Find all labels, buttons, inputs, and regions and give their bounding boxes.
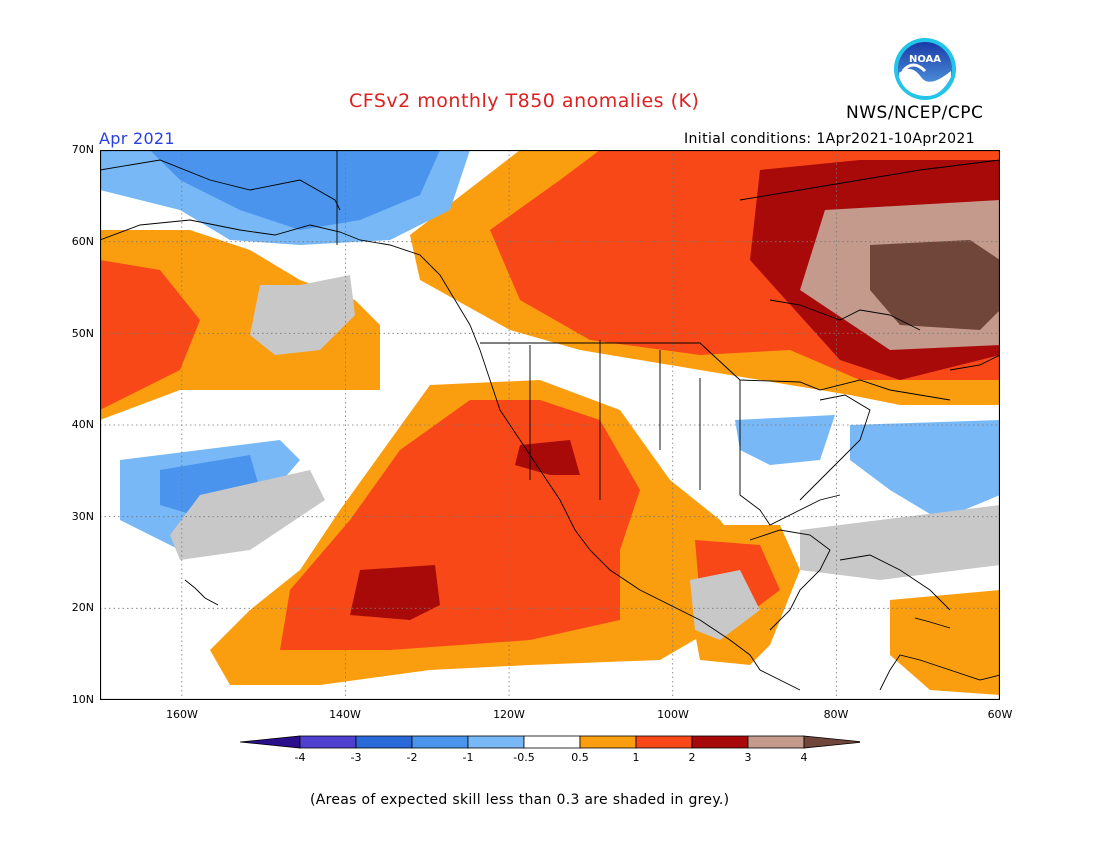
colorbar-segment [803, 735, 860, 749]
colorbar-tick-label: 1 [632, 751, 640, 764]
lon-label-100w: 100W [657, 708, 689, 721]
colorbar-tick-label: 3 [744, 751, 752, 764]
colorbar-tick-label: -1 [462, 751, 474, 764]
lon-label-120w: 120W [493, 708, 525, 721]
colorbar-segment [747, 735, 805, 749]
lon-label-80w: 80W [823, 708, 849, 721]
colorbar-segment [523, 735, 581, 749]
colorbar-segment [299, 735, 357, 749]
colorbar-segment [691, 735, 749, 749]
colorbar-tick-label: 4 [800, 751, 808, 764]
colorbar [240, 735, 860, 749]
graticule [100, 150, 1000, 700]
colorbar-segment [355, 735, 413, 749]
colorbar-tick-label: 2 [688, 751, 696, 764]
lon-label-160w: 160W [166, 708, 198, 721]
lon-label-140w: 140W [329, 708, 361, 721]
lat-label-10n: 10N [71, 693, 94, 706]
colorbar-segment [467, 735, 525, 749]
colorbar-tick-label: -2 [406, 751, 418, 764]
low-skill-grey-layer [170, 275, 1000, 640]
map-title: CFSv2 monthly T850 anomalies (K) [349, 90, 700, 112]
colorbar-tick-label: 0.5 [571, 751, 589, 764]
colorbar-tick-label: -3 [350, 751, 362, 764]
logo-text: NOAA [909, 54, 941, 65]
lat-label-40n: 40N [71, 418, 94, 431]
colorbar-segment [411, 735, 469, 749]
initial-conditions: Initial conditions: 1Apr2021-10Apr2021 [684, 131, 976, 147]
forecast-period: Apr 2021 [99, 129, 175, 148]
map-frame [100, 150, 1000, 700]
colorbar-segment [579, 735, 637, 749]
coastlines [100, 150, 1000, 691]
anomaly-map [100, 150, 1000, 700]
colorbar-segment [635, 735, 693, 749]
skill-note: (Areas of expected skill less than 0.3 a… [310, 792, 730, 808]
lat-label-50n: 50N [71, 327, 94, 340]
noaa-logo-icon: NOAA [894, 38, 956, 100]
lat-label-70n: 70N [71, 143, 94, 156]
colorbar-tick-label: -4 [294, 751, 306, 764]
lat-label-30n: 30N [71, 510, 94, 523]
colorbar-tick-label: -0.5 [513, 751, 535, 764]
lat-label-20n: 20N [71, 601, 94, 614]
colorbar-segment [240, 735, 301, 749]
lon-label-60w: 60W [987, 708, 1013, 721]
lat-label-60n: 60N [71, 235, 94, 248]
anomaly-brown-layer [870, 240, 1000, 330]
agency-label: NWS/NCEP/CPC [846, 103, 984, 123]
